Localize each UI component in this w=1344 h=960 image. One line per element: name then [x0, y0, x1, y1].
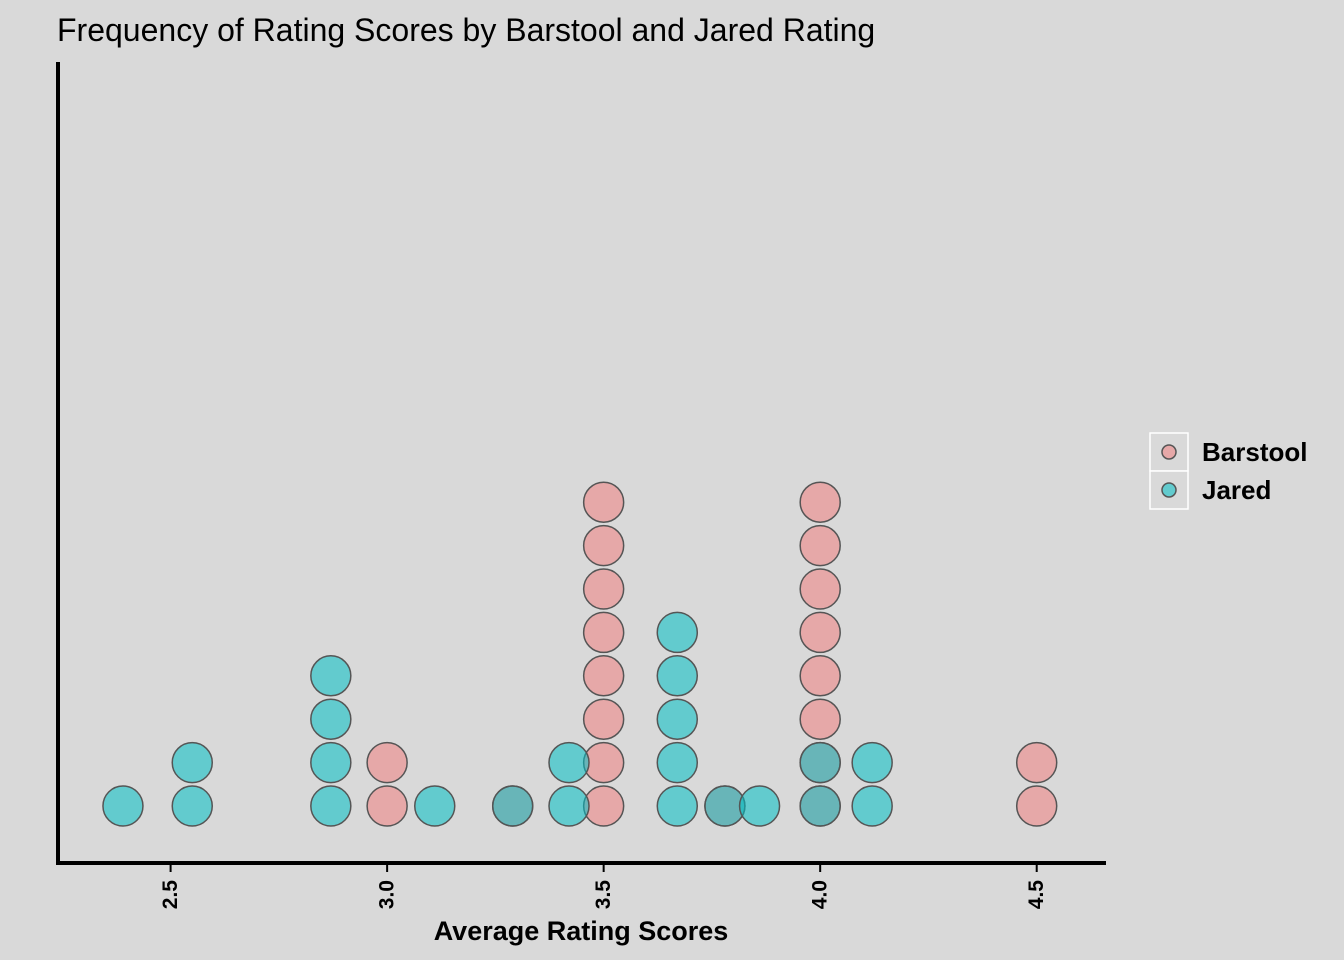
dot-jared	[656, 655, 699, 697]
dot-jared	[851, 741, 893, 784]
dot-jared	[656, 698, 699, 740]
x-tick-label: 4.5	[1025, 880, 1048, 910]
dot-jared	[548, 741, 590, 784]
dot-jared	[656, 785, 699, 827]
x-tick-label: 2.5	[159, 880, 182, 910]
x-ticks: 2.5 3.0 3.5 4.0 4.5	[159, 863, 1048, 909]
x-axis-label: Average Rating Scores	[434, 916, 729, 946]
dot-jared	[310, 785, 352, 827]
dot-jared	[738, 785, 781, 827]
dot-barstool	[799, 698, 841, 740]
dot-barstool	[582, 524, 625, 567]
dot-barstool	[799, 481, 841, 523]
dot-jared	[656, 741, 699, 784]
dot-jared	[799, 785, 841, 827]
dot-barstool	[582, 481, 625, 523]
dots-layer	[102, 481, 1058, 827]
dot-barstool	[366, 741, 408, 784]
dot-barstool	[582, 698, 625, 740]
dot-jared	[310, 741, 352, 784]
x-tick-label: 3.5	[592, 880, 615, 910]
legend: Barstool Jared	[1149, 432, 1307, 510]
dot-jared	[310, 698, 352, 740]
chart-title: Frequency of Rating Scores by Barstool a…	[57, 12, 875, 48]
dot-jared	[799, 741, 841, 784]
dot-jared	[656, 611, 699, 654]
legend-label-jared: Jared	[1202, 475, 1271, 505]
dot-jared	[102, 785, 144, 827]
dot-barstool	[582, 568, 625, 610]
dot-jared	[310, 655, 352, 697]
dot-jared	[548, 785, 590, 827]
dot-barstool	[799, 655, 841, 697]
dot-barstool	[1015, 785, 1058, 827]
dot-jared	[851, 785, 893, 827]
dot-jared	[171, 785, 213, 827]
dot-barstool	[799, 611, 841, 654]
x-tick-label: 4.0	[809, 880, 832, 909]
x-tick-label: 3.0	[376, 880, 399, 909]
legend-dot-barstool	[1161, 444, 1177, 460]
dot-barstool	[799, 524, 841, 567]
dot-barstool	[1015, 741, 1058, 784]
dot-jared	[414, 785, 456, 827]
dot-barstool	[799, 568, 841, 610]
legend-label-barstool: Barstool	[1202, 437, 1307, 467]
dot-barstool	[582, 611, 625, 654]
legend-dot-jared	[1161, 482, 1177, 498]
series-jared	[102, 611, 893, 827]
series-barstool	[366, 481, 1058, 827]
dot-barstool	[366, 785, 408, 827]
dot-barstool	[582, 655, 625, 697]
dot-jared	[171, 741, 213, 784]
dot-jared	[491, 785, 534, 827]
